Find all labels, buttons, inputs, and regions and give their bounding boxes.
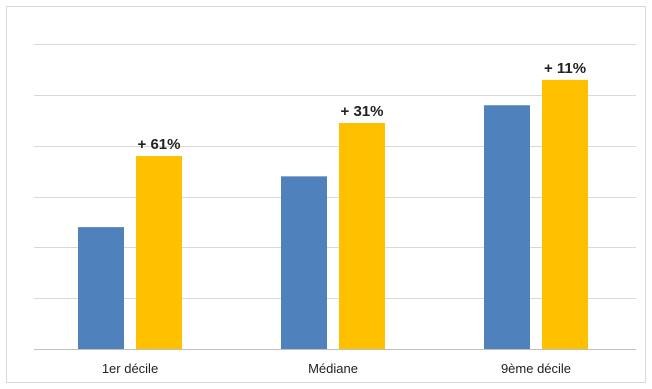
x-tick-label-mediane: Médiane	[308, 361, 358, 376]
bar-series2-mediane	[339, 123, 385, 349]
data-label-mediane: + 31%	[341, 103, 384, 120]
bars	[78, 79, 588, 349]
data-label-9eme-decile: + 11%	[544, 60, 586, 77]
bar-series1-1er-decile	[78, 227, 124, 349]
data-label-1er-decile: + 61%	[138, 136, 181, 153]
x-tick-label-9eme-decile: 9ème décile	[501, 361, 571, 376]
gridlines	[34, 44, 636, 299]
bar-series1-mediane	[281, 176, 327, 349]
bar-series2-9eme-decile	[542, 79, 588, 349]
bar-series1-9eme-decile	[484, 105, 530, 349]
bar-series2-1er-decile	[136, 156, 182, 349]
x-tick-label-1er-decile: 1er décile	[102, 361, 158, 376]
